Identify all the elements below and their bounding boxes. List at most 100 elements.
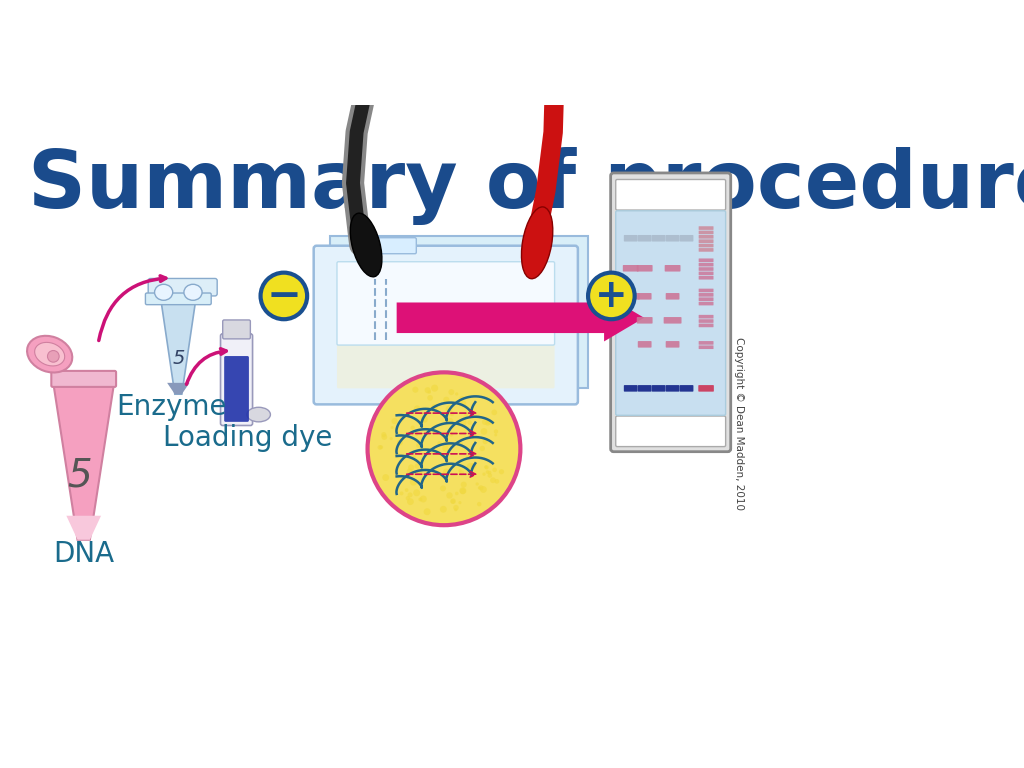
Circle shape xyxy=(406,496,410,501)
FancyBboxPatch shape xyxy=(337,339,555,389)
Circle shape xyxy=(478,486,481,489)
Circle shape xyxy=(493,468,497,472)
FancyBboxPatch shape xyxy=(145,293,211,305)
Circle shape xyxy=(440,506,446,513)
Circle shape xyxy=(445,406,453,412)
Circle shape xyxy=(459,469,462,472)
FancyBboxPatch shape xyxy=(224,356,249,422)
FancyBboxPatch shape xyxy=(148,279,217,296)
Circle shape xyxy=(490,478,496,483)
FancyBboxPatch shape xyxy=(222,320,250,339)
Polygon shape xyxy=(67,516,101,540)
Ellipse shape xyxy=(155,284,173,300)
FancyBboxPatch shape xyxy=(624,235,638,241)
Circle shape xyxy=(413,386,419,392)
Text: −: − xyxy=(266,275,301,317)
FancyBboxPatch shape xyxy=(698,302,714,306)
Circle shape xyxy=(445,412,449,415)
FancyBboxPatch shape xyxy=(698,243,714,247)
Circle shape xyxy=(408,492,413,498)
FancyBboxPatch shape xyxy=(638,385,651,392)
Circle shape xyxy=(459,470,464,475)
Polygon shape xyxy=(161,300,196,394)
Circle shape xyxy=(415,464,420,468)
FancyBboxPatch shape xyxy=(51,371,116,387)
FancyBboxPatch shape xyxy=(638,235,651,241)
FancyBboxPatch shape xyxy=(698,240,714,243)
Circle shape xyxy=(381,434,387,440)
FancyBboxPatch shape xyxy=(698,346,714,349)
Circle shape xyxy=(480,428,487,435)
FancyBboxPatch shape xyxy=(666,385,680,392)
Circle shape xyxy=(413,489,420,496)
Circle shape xyxy=(410,478,417,485)
Circle shape xyxy=(425,387,431,393)
Circle shape xyxy=(449,432,454,437)
Text: Copyright © Dean Madden, 2010: Copyright © Dean Madden, 2010 xyxy=(734,337,743,510)
Circle shape xyxy=(450,411,455,416)
FancyBboxPatch shape xyxy=(698,248,714,252)
FancyBboxPatch shape xyxy=(698,259,714,262)
FancyBboxPatch shape xyxy=(337,262,555,345)
FancyBboxPatch shape xyxy=(637,265,652,272)
Circle shape xyxy=(456,420,459,423)
FancyArrow shape xyxy=(396,294,644,342)
FancyBboxPatch shape xyxy=(698,289,714,293)
Ellipse shape xyxy=(27,336,73,372)
Circle shape xyxy=(414,406,421,412)
Circle shape xyxy=(480,486,486,493)
FancyBboxPatch shape xyxy=(313,246,578,405)
Circle shape xyxy=(378,445,382,450)
Circle shape xyxy=(397,439,402,445)
FancyBboxPatch shape xyxy=(698,230,714,234)
Circle shape xyxy=(437,441,441,445)
Circle shape xyxy=(47,350,59,362)
Circle shape xyxy=(494,429,499,434)
FancyBboxPatch shape xyxy=(624,385,638,392)
Circle shape xyxy=(379,445,383,449)
FancyBboxPatch shape xyxy=(698,267,714,271)
Circle shape xyxy=(427,390,431,394)
Text: +: + xyxy=(595,277,628,315)
Circle shape xyxy=(485,470,489,474)
Circle shape xyxy=(391,426,393,429)
Circle shape xyxy=(460,488,466,494)
Circle shape xyxy=(467,420,472,425)
FancyBboxPatch shape xyxy=(615,180,726,210)
Circle shape xyxy=(382,474,389,481)
Text: 5: 5 xyxy=(172,349,184,368)
Circle shape xyxy=(449,389,455,395)
Circle shape xyxy=(391,418,397,424)
FancyBboxPatch shape xyxy=(698,319,714,323)
FancyBboxPatch shape xyxy=(698,341,714,345)
Circle shape xyxy=(461,401,466,406)
Circle shape xyxy=(420,495,427,502)
Circle shape xyxy=(424,508,430,515)
FancyBboxPatch shape xyxy=(637,317,652,323)
Circle shape xyxy=(427,395,433,401)
Circle shape xyxy=(479,445,485,451)
Circle shape xyxy=(441,472,445,477)
FancyBboxPatch shape xyxy=(615,416,726,446)
FancyBboxPatch shape xyxy=(680,235,693,241)
Circle shape xyxy=(413,455,416,458)
Circle shape xyxy=(495,433,498,436)
Text: 5: 5 xyxy=(68,457,92,495)
Circle shape xyxy=(443,468,450,475)
Circle shape xyxy=(419,462,423,465)
Circle shape xyxy=(390,437,393,440)
Text: DNA: DNA xyxy=(53,541,115,568)
FancyBboxPatch shape xyxy=(638,293,651,300)
Text: Enzyme: Enzyme xyxy=(116,393,226,422)
FancyBboxPatch shape xyxy=(698,227,714,230)
Circle shape xyxy=(460,487,466,495)
Circle shape xyxy=(407,468,413,475)
Circle shape xyxy=(495,479,500,484)
Circle shape xyxy=(455,508,458,511)
Circle shape xyxy=(477,502,481,506)
FancyBboxPatch shape xyxy=(698,297,714,301)
Circle shape xyxy=(451,498,456,504)
Circle shape xyxy=(459,501,462,505)
Circle shape xyxy=(443,397,450,403)
FancyBboxPatch shape xyxy=(680,385,693,392)
